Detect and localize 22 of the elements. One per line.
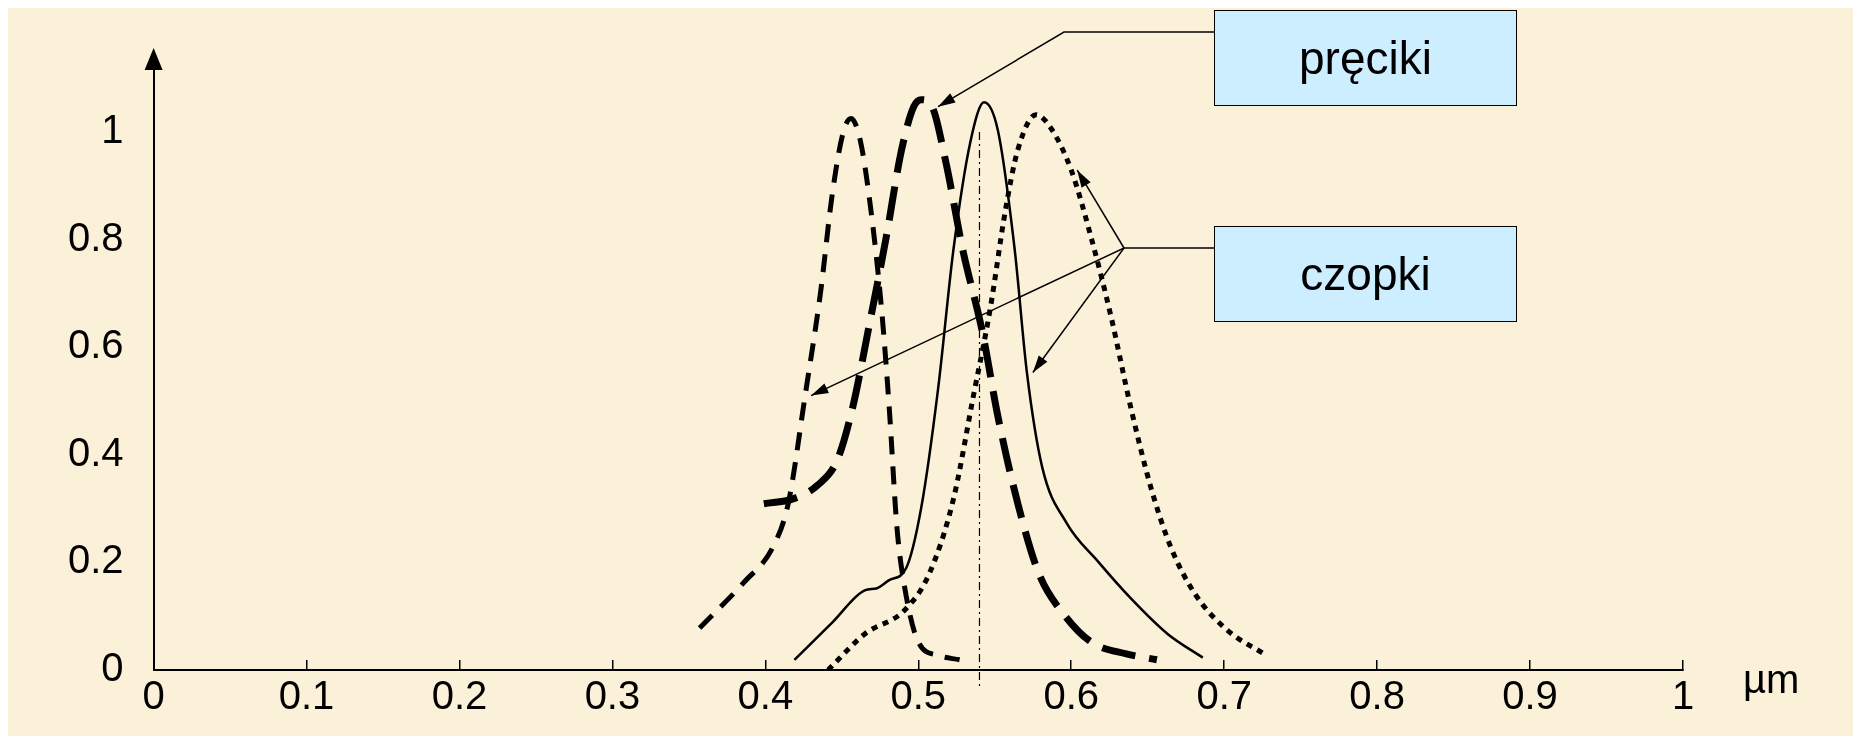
x-tick-label: 0.5 — [890, 673, 947, 718]
x-tick-label: 0 — [142, 673, 165, 718]
x-tick-label: 0.3 — [584, 673, 641, 718]
annotation: pręciki — [1299, 31, 1432, 85]
y-tick-label: 0.4 — [68, 429, 124, 474]
y-tick-label: 0.6 — [68, 322, 124, 367]
x-tick-label: 0.6 — [1043, 673, 1100, 718]
x-tick-label: 0.9 — [1502, 673, 1558, 718]
x-tick-label: 1 — [1671, 673, 1695, 718]
x-axis-title: µm — [1743, 657, 1800, 702]
y-tick-label: 0 — [101, 645, 124, 690]
x-tick-label: 0.1 — [278, 673, 335, 718]
annotation: czopki — [1300, 247, 1431, 301]
note-box: czopki — [1214, 226, 1517, 322]
y-tick-label: 0.8 — [68, 214, 124, 259]
y-tick-label: 1 — [101, 106, 124, 151]
note-box: pręciki — [1214, 10, 1517, 106]
y-tick-label: 0.2 — [68, 537, 124, 582]
x-tick-label: 0.8 — [1349, 673, 1405, 718]
x-tick-label: 0.7 — [1196, 673, 1252, 718]
x-tick-label: 0.2 — [431, 673, 488, 718]
x-tick-label: 0.4 — [737, 673, 794, 718]
